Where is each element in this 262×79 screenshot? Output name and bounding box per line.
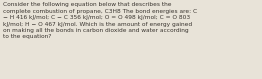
Text: Consider the following equation below that describes the
complete combustion of : Consider the following equation below th… (3, 2, 197, 39)
